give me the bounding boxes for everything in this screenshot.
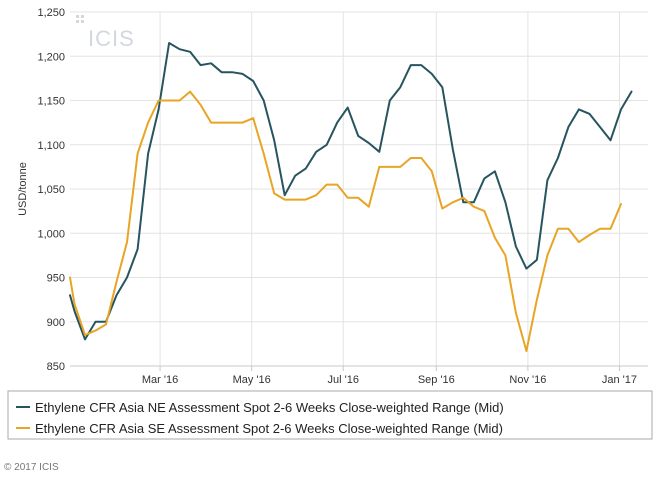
x-tick-label: Sep '16	[418, 374, 455, 386]
x-tick-label: Mar '16	[142, 374, 178, 386]
legend-label-se[interactable]: Ethylene CFR Asia SE Assessment Spot 2-6…	[35, 421, 503, 436]
y-tick-labels: 850 900 950 1,000 1,050 1,100 1,150 1,200 1,250	[37, 7, 65, 373]
x-tick-labels: Mar '16 May '16 Jul '16 Sep '16 Nov '16 Jan '…	[142, 366, 637, 386]
series-layer	[69, 42, 633, 352]
y-tick-label: 1,150	[37, 96, 65, 108]
legend-box	[7, 390, 653, 440]
y-tick-label: 1,100	[37, 140, 65, 152]
y-tick-label: 1,250	[37, 7, 65, 19]
legend-label-ne[interactable]: Ethylene CFR Asia NE Assessment Spot 2-6…	[35, 400, 504, 415]
y-axis-title: USD/tonne	[17, 162, 29, 216]
x-tick-label: May '16	[233, 374, 271, 386]
y-tick-label: 1,000	[37, 228, 65, 240]
x-tick-label: Jul '16	[328, 374, 359, 386]
logo-text: ICIS	[88, 26, 135, 51]
legend: Ethylene CFR Asia NE Assessment Spot 2-6…	[16, 400, 504, 436]
y-tick-label: 850	[47, 361, 65, 373]
grid-layer	[70, 11, 648, 366]
copyright-text: © 2017 ICIS	[4, 462, 59, 473]
y-tick-label: 900	[47, 317, 65, 329]
icis-logo: ICIS	[76, 15, 135, 51]
y-tick-label: 1,200	[37, 51, 65, 63]
series-line-ne[interactable]	[69, 42, 633, 341]
y-tick-label: 1,050	[37, 184, 65, 196]
x-tick-label: Nov '16	[509, 374, 546, 386]
series-line-se[interactable]	[69, 90, 622, 352]
icis-logo-icon	[76, 15, 84, 23]
x-tick-label: Jan '17	[602, 374, 637, 386]
y-tick-label: 950	[47, 273, 65, 285]
